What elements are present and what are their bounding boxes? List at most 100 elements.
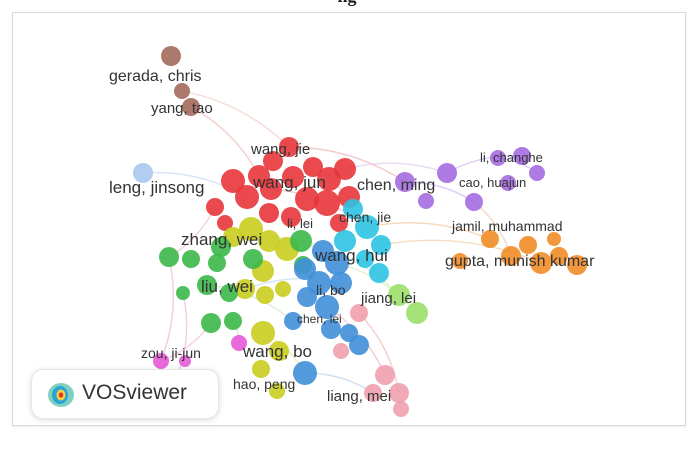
author-node-brown[interactable] [161,46,181,66]
author-label-gerada-chris: gerada, chris [109,68,202,85]
author-node-blue[interactable] [349,335,369,355]
author-node-cyan[interactable] [334,230,356,252]
author-node-green[interactable] [243,249,263,269]
author-node-magenta[interactable] [153,353,169,369]
vosviewer-logo-icon [48,383,74,407]
author-node-cyan[interactable] [356,250,374,268]
author-node-red[interactable] [260,178,282,200]
author-node-yellow[interactable] [251,321,275,345]
network-map[interactable]: gerada, chris yang, tao wang, jie leng, jin… [13,13,685,425]
author-node-yellow[interactable] [269,383,285,399]
co-authorship-link [190,106,260,177]
author-node-blue[interactable] [325,251,349,275]
author-label-jiang-lei: jiang, lei [360,290,416,307]
author-node-purple[interactable] [500,175,516,191]
author-node-purple[interactable] [395,172,415,192]
author-node-red[interactable] [281,207,301,227]
author-node-green[interactable] [208,254,226,272]
co-authorship-link [288,146,406,183]
author-label-chen-ming: chen, ming [357,177,435,194]
author-node-green[interactable] [211,237,231,257]
author-node-brown[interactable] [174,83,190,99]
author-node-blue[interactable] [297,287,317,307]
author-node-red[interactable] [221,169,245,193]
author-node-orange[interactable] [452,253,468,269]
author-node-red[interactable] [235,185,259,209]
author-node-green[interactable] [201,313,221,333]
author-node-cyan[interactable] [371,235,391,255]
author-node-pink[interactable] [393,401,409,417]
author-node-orange[interactable] [550,247,568,265]
author-node-red[interactable] [263,151,283,171]
author-node-pink[interactable] [375,365,395,385]
author-node-green[interactable] [197,275,217,295]
author-label-liang-mei: liang, mei [327,388,391,405]
author-node-yellow[interactable] [256,286,274,304]
author-node-pink[interactable] [364,384,382,402]
author-node-blue[interactable] [321,319,341,339]
author-label-hao-peng: hao, peng [233,376,295,392]
author-node-blue[interactable] [293,361,317,385]
co-authorship-link [160,256,175,362]
author-node-purple[interactable] [513,147,531,165]
author-node-red[interactable] [314,190,340,216]
author-label-wang-jie: wang, jie [250,141,310,158]
author-node-cyan[interactable] [343,199,363,219]
author-node-blue[interactable] [294,258,316,280]
author-node-orange[interactable] [519,236,537,254]
author-node-pink[interactable] [389,383,409,403]
co-authorship-link [380,239,542,264]
author-node-red[interactable] [334,158,356,180]
author-node-orange[interactable] [530,252,552,274]
author-node-magenta[interactable] [179,355,191,367]
author-node-orange[interactable] [501,246,521,266]
author-node-red[interactable] [217,215,233,231]
author-node-lime[interactable] [406,302,428,324]
author-node-red[interactable] [295,187,319,211]
author-node-purple[interactable] [465,193,483,211]
author-node-yellow[interactable] [275,281,291,297]
author-node-red[interactable] [259,203,279,223]
network-visualization-panel[interactable]: gerada, chris yang, tao wang, jie leng, jin… [12,12,686,426]
author-node-lightblue[interactable] [133,163,153,183]
co-authorship-link [176,292,188,378]
author-node-pink[interactable] [350,304,368,322]
author-label-cao-huajun: cao, huajun [459,175,526,190]
author-node-red[interactable] [330,214,348,232]
author-node-green[interactable] [176,286,190,300]
author-node-yellow[interactable] [252,360,270,378]
author-node-cyan[interactable] [369,263,389,283]
author-node-purple[interactable] [418,193,434,209]
author-node-yellow[interactable] [239,217,263,241]
author-node-brown[interactable] [182,98,200,116]
author-label-leng-jinsong: leng, jinsong [109,178,204,197]
author-node-yellow[interactable] [258,230,280,252]
author-node-cyan[interactable] [355,215,379,239]
author-node-orange[interactable] [481,230,499,248]
author-node-blue[interactable] [284,312,302,330]
author-node-yellow[interactable] [235,279,255,299]
author-node-blue[interactable] [330,272,352,294]
author-node-orange[interactable] [547,232,561,246]
author-node-green[interactable] [182,250,200,268]
author-node-purple[interactable] [437,163,457,183]
author-node-lime[interactable] [388,284,410,306]
author-node-green[interactable] [159,247,179,267]
author-node-green[interactable] [290,230,312,252]
author-node-green[interactable] [224,312,242,330]
author-node-green[interactable] [220,284,238,302]
author-node-red[interactable] [206,198,224,216]
author-label-wang-hui: wang, hui [314,246,388,265]
author-node-purple[interactable] [490,150,506,166]
author-node-magenta[interactable] [231,335,247,351]
author-node-red[interactable] [279,137,299,157]
author-node-pink[interactable] [333,343,349,359]
author-node-red[interactable] [282,166,304,188]
author-node-yellow[interactable] [269,341,289,361]
author-node-purple[interactable] [529,165,545,181]
author-node-red[interactable] [303,157,323,177]
vosviewer-badge[interactable]: VOSviewer [31,369,219,419]
author-node-blue[interactable] [315,295,339,319]
author-label-chen-jie: chen, jie [339,209,391,225]
author-node-orange[interactable] [567,255,587,275]
